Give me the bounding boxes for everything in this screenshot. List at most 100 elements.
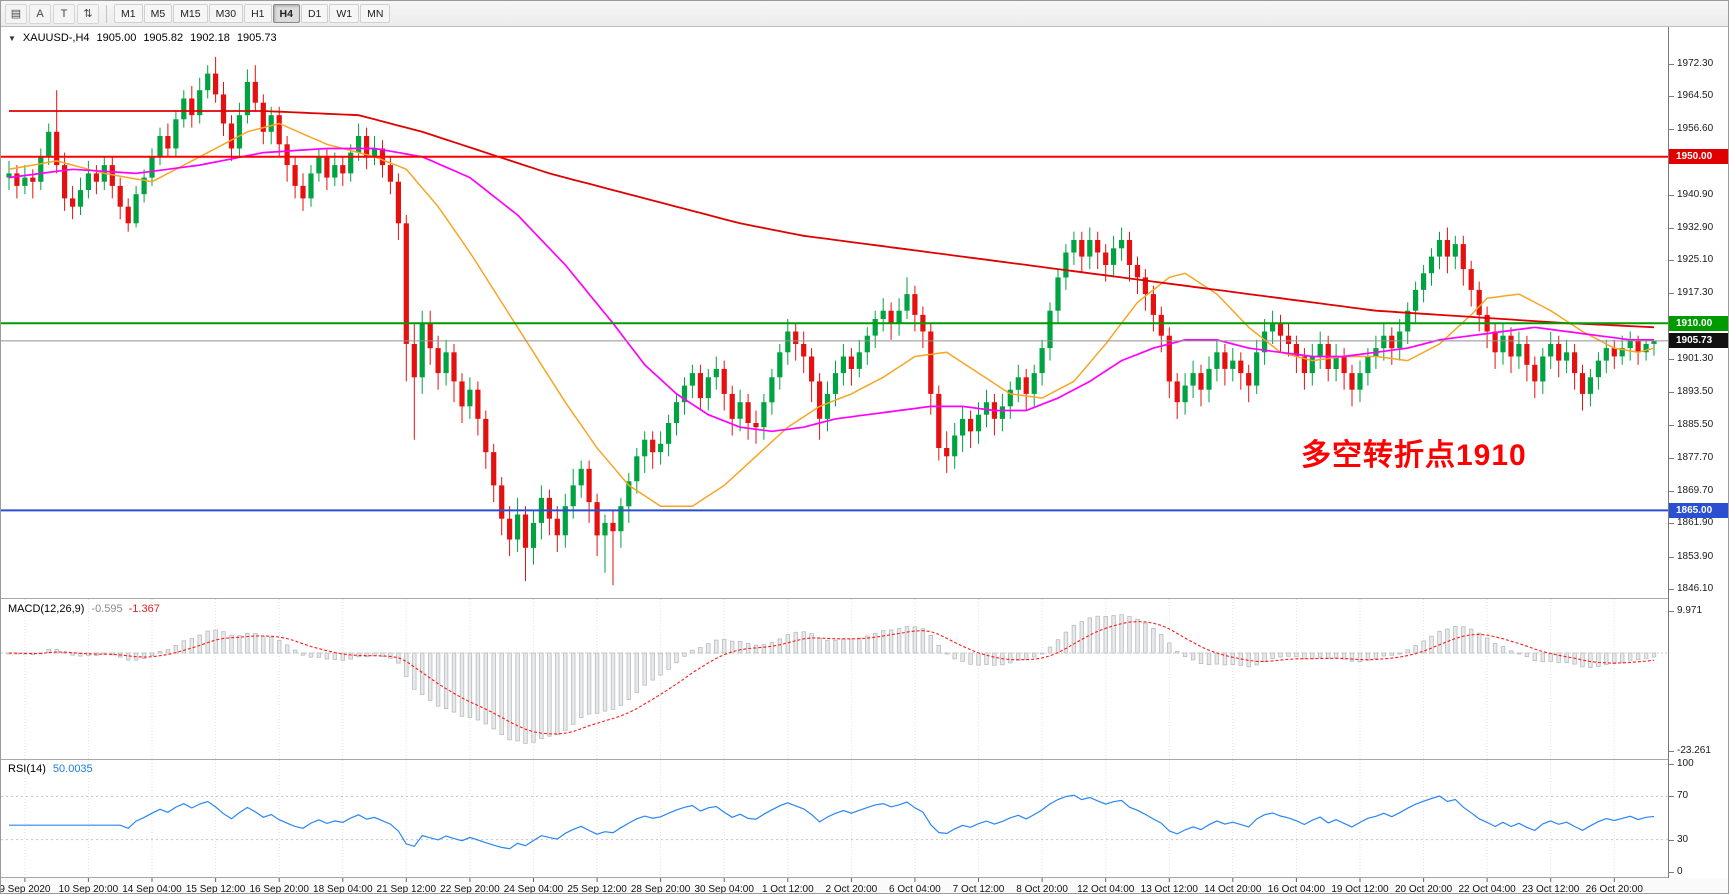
timeframe-button-mn[interactable]: MN [360, 4, 391, 23]
chart-type-icon[interactable]: ▤ [5, 3, 27, 24]
ma-fast-orange [8, 122, 1655, 507]
macd-main-value: -0.595 [91, 603, 123, 615]
time-tick-label: 2 Oct 20:00 [826, 884, 878, 894]
price-axis[interactable]: 1972.301964.501956.601948.701940.901932.… [1668, 27, 1728, 878]
price-tick-label: 1853.90 [1677, 550, 1714, 562]
macd-label: MACD(12,26,9) -0.595 -1.367 [8, 603, 160, 615]
ma-mid-magenta [8, 147, 1654, 433]
axis-tick-mark [1669, 227, 1674, 229]
axis-tick-mark [1669, 589, 1674, 590]
price-tick-label: 1846.10 [1677, 583, 1714, 594]
axis-tick-mark [1669, 129, 1674, 131]
timeframe-button-m5[interactable]: M5 [143, 4, 173, 23]
close-value: 1905.73 [236, 32, 277, 44]
symbol-ohlc-bar: ▼ XAUUSD-,H4 1905.00 1905.82 1902.18 190… [8, 32, 277, 44]
price-tick-label: 1885.50 [1677, 419, 1714, 431]
scale-toggle-icon[interactable]: ⇅ [77, 3, 99, 24]
price-badge-support: 1865.00 [1669, 502, 1728, 518]
rsi-label: RSI(14) 50.0035 [8, 763, 93, 775]
ma-slow-red [9, 110, 1655, 329]
axis-tick-mark [1669, 490, 1674, 492]
timeframe-button-h4[interactable]: H4 [272, 4, 300, 23]
axis-tick-mark [1669, 359, 1674, 361]
toolbar: ▤ A T ⇅ M1 M5 M15 M30 H1 H4 D1 W1 MN [1, 1, 1728, 27]
high-value: 1905.82 [143, 32, 184, 44]
time-tick-label: 14 Oct 20:00 [1204, 884, 1262, 894]
macd-tick-label: -23.261 [1677, 745, 1711, 756]
expander-triangle-icon[interactable]: ▼ [8, 33, 16, 43]
price-tick-label: 1901.30 [1677, 353, 1714, 365]
time-tick-label: 9 Sep 2020 [1, 884, 51, 894]
rsi-title: RSI(14) [8, 763, 46, 775]
axis-tick-mark [1669, 194, 1674, 196]
toolbar-separator [106, 4, 107, 23]
rsi-value: 50.0035 [52, 763, 93, 775]
timeframe-button-h1[interactable]: H1 [244, 4, 272, 23]
price-tick-label: 1893.50 [1677, 385, 1714, 397]
time-tick-label: 23 Oct 12:00 [1522, 884, 1580, 894]
rsi-tick-label: 70 [1677, 790, 1689, 802]
price-tick-label: 1861.90 [1677, 517, 1714, 529]
axis-tick-mark [1669, 260, 1674, 262]
time-tick-label: 19 Oct 12:00 [1331, 884, 1389, 894]
auto-scroll-icon[interactable]: A [29, 3, 51, 24]
axis-tick-mark [1669, 556, 1674, 558]
price-tick-label: 1940.90 [1677, 188, 1714, 200]
timeframe-button-m1[interactable]: M1 [114, 4, 143, 23]
rsi-line [9, 794, 1655, 850]
panel-separator[interactable] [1, 598, 1728, 599]
axis-tick-mark [1669, 96, 1674, 98]
axis-tick-mark [1669, 425, 1674, 427]
timeframe-button-w1[interactable]: W1 [329, 4, 360, 23]
price-tick-label: 1964.50 [1677, 90, 1714, 102]
time-tick-label: 18 Sep 04:00 [313, 884, 373, 894]
price-tick-label: 1869.70 [1677, 484, 1714, 496]
time-tick-label: 8 Oct 20:00 [1016, 884, 1068, 894]
rsi-tick-label: 100 [1677, 758, 1694, 769]
main-chart[interactable] [1, 27, 1668, 598]
moving-averages [8, 110, 1655, 507]
time-tick-label: 25 Sep 12:00 [567, 884, 627, 894]
time-tick-label: 6 Oct 04:00 [889, 884, 941, 894]
price-tick-label: 1917.30 [1677, 286, 1714, 298]
timeframe-button-d1[interactable]: D1 [300, 4, 329, 23]
timeframe-button-m30[interactable]: M30 [208, 4, 244, 23]
time-tick-label: 22 Sep 20:00 [440, 884, 500, 894]
rsi-tick-label: 30 [1677, 833, 1689, 845]
timeframe-button-m15[interactable]: M15 [173, 4, 208, 23]
time-tick-label: 28 Sep 20:00 [631, 884, 691, 894]
grid [24, 599, 1615, 759]
time-tick-label: 26 Oct 20:00 [1586, 884, 1644, 894]
macd-title: MACD(12,26,9) [8, 603, 85, 615]
timeframe-button-group: M1 M5 M15 M30 H1 H4 D1 W1 MN [114, 4, 391, 23]
panel-separator[interactable] [1, 759, 1728, 760]
toolbar-left-icons: ▤ A T ⇅ [5, 3, 99, 24]
macd-panel[interactable] [1, 599, 1668, 759]
time-tick-label: 7 Oct 12:00 [953, 884, 1005, 894]
time-axis[interactable]: 9 Sep 2020 10 Sep 20:00 14 Sep 04:00 15 Sep… [1, 878, 1728, 894]
price-badge-pivot: 1910.00 [1669, 315, 1728, 331]
price-badge-resistance: 1950.00 [1669, 149, 1728, 165]
text-tool-icon[interactable]: T [53, 3, 75, 24]
axis-tick-mark [1669, 523, 1674, 525]
macd-histogram [6, 614, 1657, 744]
time-tick-label: 1 Oct 12:00 [762, 884, 814, 894]
price-badge-current-price: 1905.73 [1669, 333, 1728, 349]
time-tick-label: 15 Sep 12:00 [186, 884, 246, 894]
axis-tick-mark [1669, 64, 1674, 65]
open-value: 1905.00 [96, 32, 137, 44]
time-tick-label: 24 Sep 04:00 [504, 884, 564, 894]
time-tick-label: 16 Oct 04:00 [1268, 884, 1326, 894]
rsi-panel[interactable] [1, 760, 1668, 877]
macd-tick-label: 9.971 [1677, 605, 1703, 616]
horizontal-lines[interactable] [1, 155, 1668, 512]
time-tick-label: 20 Oct 20:00 [1395, 884, 1453, 894]
price-tick-label: 1877.70 [1677, 451, 1714, 463]
annotation-text: 多空转折点1910 [1301, 439, 1527, 472]
panel-separator [1, 877, 1728, 878]
time-tick-label: 22 Oct 04:00 [1458, 884, 1516, 894]
macd-signal-line [8, 621, 1655, 735]
time-tick-label: 13 Oct 12:00 [1141, 884, 1199, 894]
time-tick-label: 14 Sep 04:00 [122, 884, 182, 894]
